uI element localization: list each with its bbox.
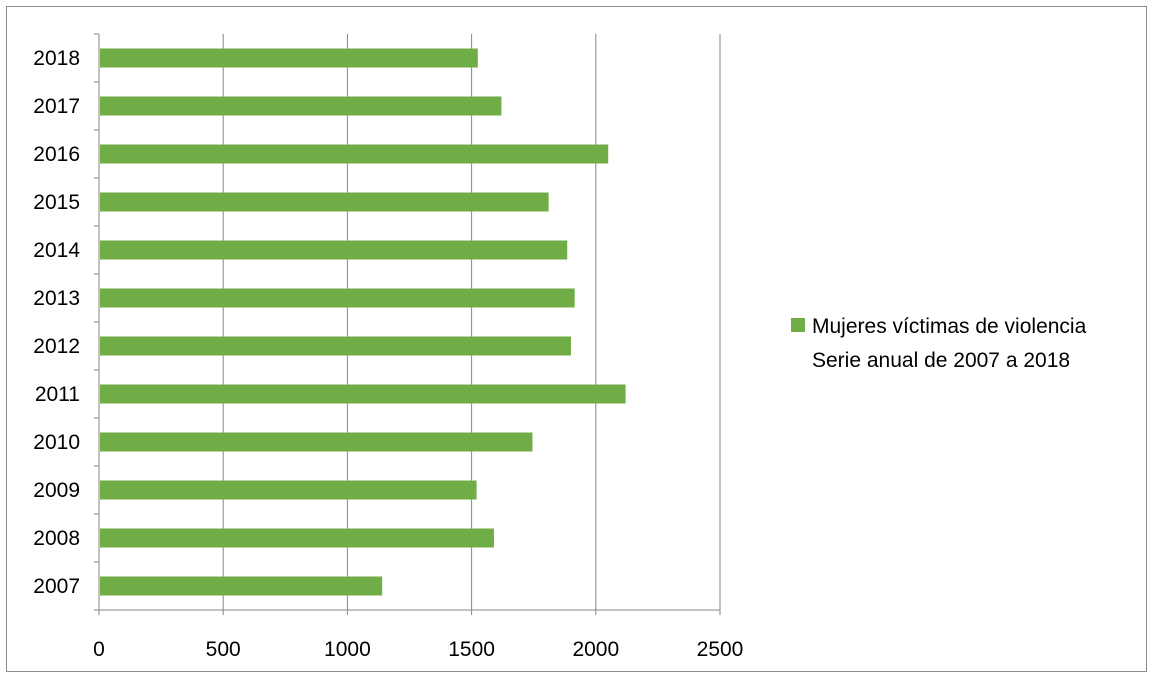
category-label-2016: 2016 <box>33 143 80 166</box>
value-tick-labels: 0 500 1000 1500 2000 2500 <box>93 638 743 661</box>
legend-label-line-2: Serie anual de 2007 a 2018 <box>812 349 1070 372</box>
legend-label-line-1: Mujeres víctimas de violencia <box>812 315 1087 338</box>
gridlines <box>222 34 721 610</box>
x-tick-label: 2000 <box>572 638 619 661</box>
bar-2013 <box>100 288 575 308</box>
axes <box>94 33 721 615</box>
category-labels: 2007 2008 2009 2010 2011 2012 2013 2014 2015 2016… <box>33 47 80 598</box>
x-tick-label: 0 <box>93 638 105 661</box>
bar-2018 <box>100 48 478 68</box>
bar-2015 <box>100 192 549 212</box>
category-label-2017: 2017 <box>33 95 80 118</box>
x-tick-label: 2500 <box>697 638 744 661</box>
bar-2010 <box>100 432 533 452</box>
category-label-2008: 2008 <box>33 527 80 550</box>
bar-2008 <box>100 528 494 548</box>
legend: Mujeres víctimas de violencia Serie anua… <box>791 315 1087 372</box>
bar-2016 <box>100 144 609 164</box>
category-label-2010: 2010 <box>33 431 80 454</box>
bar-2009 <box>100 480 477 500</box>
category-label-2011: 2011 <box>35 383 80 406</box>
category-label-2015: 2015 <box>33 191 80 214</box>
category-label-2012: 2012 <box>33 335 80 358</box>
x-tick-label: 1500 <box>448 638 495 661</box>
bar-2012 <box>100 336 571 356</box>
category-label-2013: 2013 <box>33 287 80 310</box>
category-label-2014: 2014 <box>33 239 80 262</box>
x-tick-label: 500 <box>206 638 241 661</box>
category-label-2009: 2009 <box>33 479 80 502</box>
bar-2011 <box>100 384 626 404</box>
category-label-2007: 2007 <box>33 575 80 598</box>
bar-2017 <box>100 96 502 116</box>
bar-2007 <box>100 576 383 596</box>
legend-swatch <box>791 318 805 332</box>
bar-2014 <box>100 240 568 260</box>
category-label-2018: 2018 <box>33 47 80 70</box>
x-tick-label: 1000 <box>324 638 371 661</box>
bars <box>100 48 626 596</box>
